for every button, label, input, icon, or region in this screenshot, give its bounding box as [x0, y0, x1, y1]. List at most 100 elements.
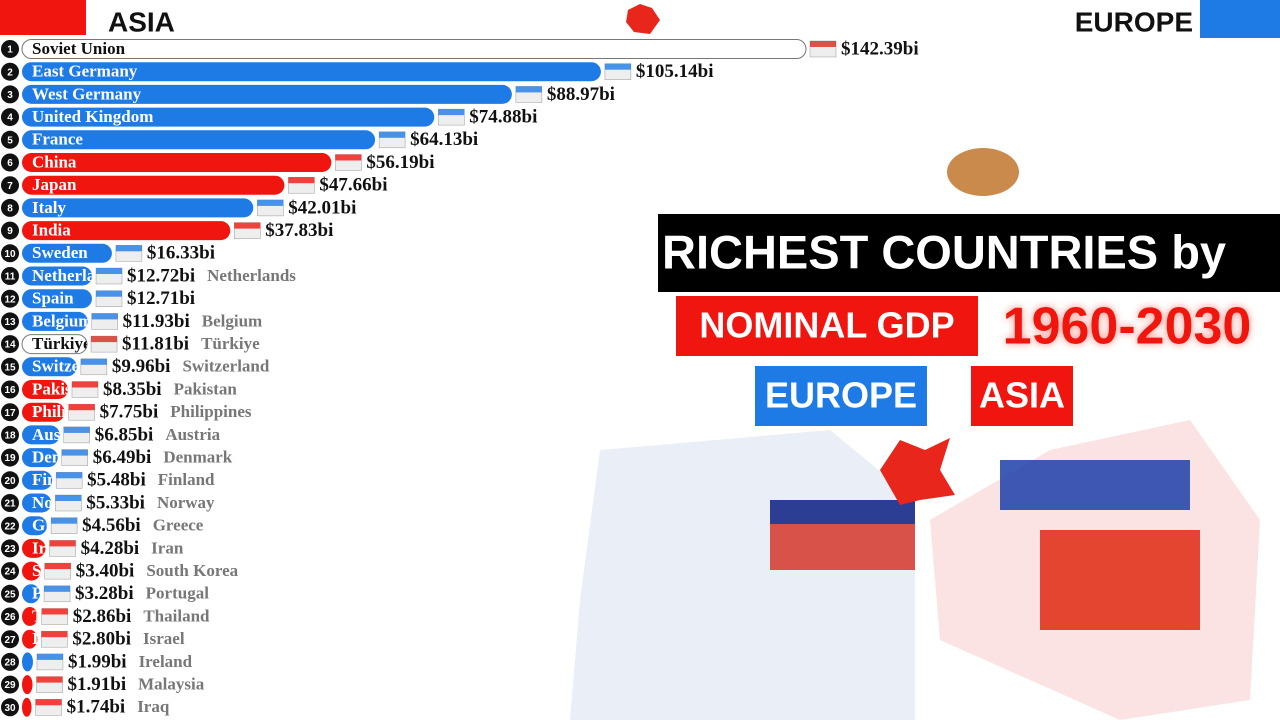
- flag-band: [288, 177, 315, 184]
- rank-badge: [1, 494, 19, 512]
- flag-band: [810, 41, 836, 47]
- value-label: $1.91bi: [68, 674, 127, 695]
- bar: [22, 652, 33, 672]
- bar-label: Norway: [32, 493, 90, 512]
- value-label: $3.28bi: [75, 583, 134, 604]
- rank-badge: [1, 312, 19, 331]
- bar: [22, 357, 77, 377]
- flag-band: [96, 268, 123, 274]
- rank: 17: [4, 408, 16, 419]
- rank-badge: [1, 198, 19, 217]
- subtitle: NOMINAL GDP: [699, 305, 954, 346]
- bar-label: Türkiye: [32, 334, 91, 353]
- rank: 19: [4, 453, 16, 464]
- flag-band: [335, 154, 362, 161]
- value-label: $6.49bi: [93, 447, 152, 468]
- flag-band: [95, 290, 122, 297]
- bar-label: Malaysia: [32, 675, 99, 694]
- bar: [22, 107, 435, 127]
- bar: [22, 448, 58, 468]
- flag-band: [257, 199, 284, 206]
- rank: 30: [4, 703, 16, 714]
- rank-badge: [1, 584, 19, 603]
- rank: 26: [4, 612, 16, 623]
- map-flag: [1000, 460, 1190, 510]
- flag-band: [56, 472, 83, 479]
- country-name: Switzerland: [182, 357, 269, 376]
- rank-badge: [1, 335, 19, 354]
- bar: [22, 198, 254, 218]
- bar: [22, 62, 601, 82]
- bar: [22, 629, 38, 649]
- value-label: $4.28bi: [81, 538, 140, 559]
- bar-label: Philippines: [32, 402, 114, 421]
- country-name: Portugal: [146, 584, 210, 603]
- value-label: $9.96bi: [112, 356, 171, 377]
- bar-label: Switzerland: [32, 357, 119, 376]
- rank-badge: [1, 62, 19, 81]
- bar: [21, 39, 807, 59]
- bar: [22, 380, 68, 399]
- flag-band: [63, 426, 90, 433]
- bar: [22, 538, 46, 558]
- europe-swatch: [1200, 0, 1280, 38]
- flag-band: [379, 131, 406, 138]
- flag-band: [91, 313, 118, 320]
- bar-label: Soviet Union: [32, 39, 126, 58]
- bar: [22, 425, 60, 445]
- rank-badge: [1, 380, 19, 399]
- value-label: $142.39bi: [841, 38, 919, 59]
- subtitle-box: [676, 296, 978, 356]
- country-name: Iraq: [137, 697, 170, 716]
- flag-band: [234, 222, 261, 229]
- flag-band: [41, 631, 68, 638]
- flag-band: [36, 676, 63, 683]
- value-label: $37.83bi: [265, 220, 333, 241]
- chart-title: RICHEST COUNTRIES by: [662, 225, 1226, 278]
- bar: [22, 266, 93, 286]
- value-label: $56.19bi: [366, 152, 434, 173]
- rank-badge: [1, 675, 19, 694]
- vs-badge: [880, 438, 955, 505]
- flag-band: [44, 585, 71, 592]
- flag-band: [438, 109, 465, 116]
- flag-band: [61, 449, 88, 456]
- rank: 1: [7, 45, 13, 56]
- value-label: $6.85bi: [95, 424, 154, 445]
- value-label: $5.48bi: [87, 470, 146, 491]
- rank-badge: [1, 607, 19, 626]
- flag-band: [51, 517, 78, 524]
- bar: [22, 675, 33, 695]
- flag-band: [36, 653, 63, 660]
- legend-label: ASIA: [979, 375, 1065, 416]
- rank: 2: [7, 67, 13, 78]
- country-name: Austria: [165, 425, 220, 444]
- legend-swatch: [755, 366, 927, 426]
- rank: 20: [4, 476, 16, 487]
- rank: 6: [7, 158, 13, 169]
- bar-label: China: [32, 152, 77, 171]
- header-left: ASIA: [108, 6, 175, 37]
- rank-badge: [1, 40, 19, 58]
- bar-label: Israel: [32, 629, 74, 648]
- bar-label: Denmark: [32, 448, 101, 467]
- country-name: Thailand: [143, 606, 210, 625]
- rank-badge: [1, 176, 19, 195]
- country-name: Türkiye: [201, 334, 260, 353]
- map-flag: [770, 500, 915, 524]
- value-label: $5.33bi: [86, 492, 145, 513]
- value-label: $8.35bi: [103, 379, 162, 400]
- europe-map: [570, 430, 915, 720]
- bar-label: India: [32, 221, 71, 240]
- value-label: $42.01bi: [288, 197, 356, 218]
- value-label: $12.72bi: [127, 265, 195, 286]
- rank: 15: [4, 362, 16, 373]
- bar-label: Iran: [32, 538, 65, 557]
- rank: 13: [4, 317, 16, 328]
- value-label: $47.66bi: [319, 175, 387, 196]
- flag-band: [115, 245, 142, 252]
- rank: 25: [4, 589, 16, 600]
- country-name: Pakistan: [174, 379, 238, 398]
- value-label: $1.74bi: [67, 697, 126, 718]
- rank: 24: [4, 567, 16, 578]
